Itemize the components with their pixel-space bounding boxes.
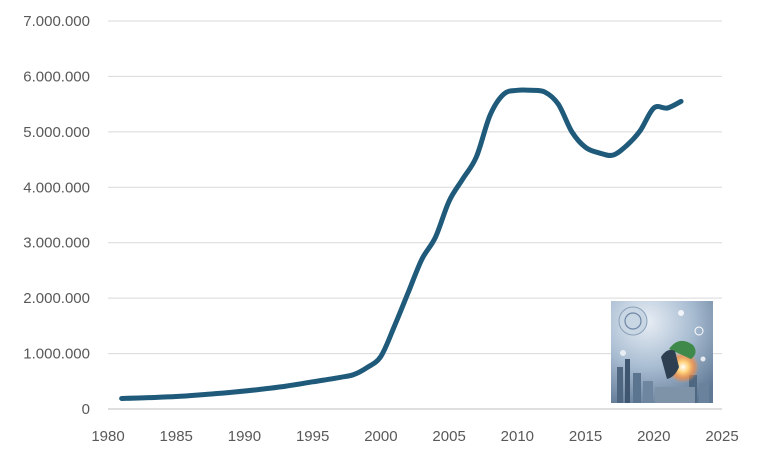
y-tick-label: 6.000.000 <box>23 68 90 85</box>
y-tick-label: 3.000.000 <box>23 235 90 252</box>
series-layer <box>119 87 684 401</box>
y-tick-label: 0 <box>82 401 90 418</box>
series-line-0 <box>119 87 684 401</box>
x-axis-tick-labels: 1980 1985 1990 1995 2000 2005 2010 2015 2020 2025 <box>91 428 738 445</box>
y-tick-label: 1.000.000 <box>23 346 90 363</box>
x-tick-label: 1985 <box>160 428 193 445</box>
x-tick-label: 2020 <box>637 428 670 445</box>
y-tick-label: 5.000.000 <box>23 124 90 141</box>
x-tick-label: 1980 <box>91 428 124 445</box>
x-tick-label: 2005 <box>432 428 465 445</box>
y-tick-label: 2.000.000 <box>23 290 90 307</box>
x-tick-label: 2000 <box>364 428 397 445</box>
x-tick-label: 2015 <box>569 428 602 445</box>
gridlines <box>108 20 722 410</box>
x-tick-label: 2010 <box>501 428 534 445</box>
thinker-city-illustration-icon <box>611 301 713 403</box>
x-tick-label: 1995 <box>296 428 329 445</box>
x-tick-label: 1990 <box>228 428 261 445</box>
y-tick-label: 7.000.000 <box>23 13 90 30</box>
y-tick-label: 4.000.000 <box>23 179 90 196</box>
x-tick-label: 2025 <box>705 428 738 445</box>
y-axis-tick-labels: 0 1.000.000 2.000.000 3.000.000 4.000.000 5.0… <box>23 13 90 418</box>
